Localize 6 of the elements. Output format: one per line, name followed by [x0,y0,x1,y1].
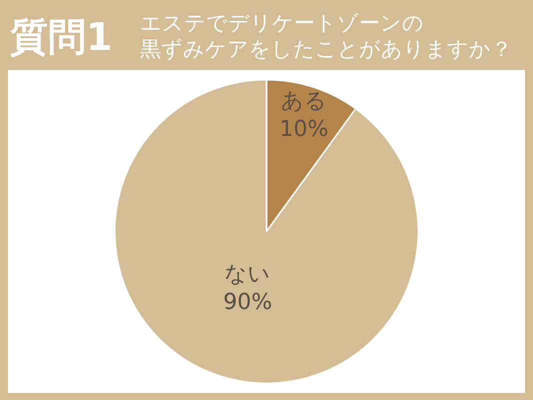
chart-subtitle: エステでデリケートゾーンの黒ずみケアをしたことがありますか？ [140,10,513,62]
slice-label: ある [281,88,328,114]
data-label: 90% [223,290,272,315]
chart-title: 質問1 [10,14,112,61]
slice-label: ない [224,262,271,287]
data-label: 10% [280,116,328,142]
